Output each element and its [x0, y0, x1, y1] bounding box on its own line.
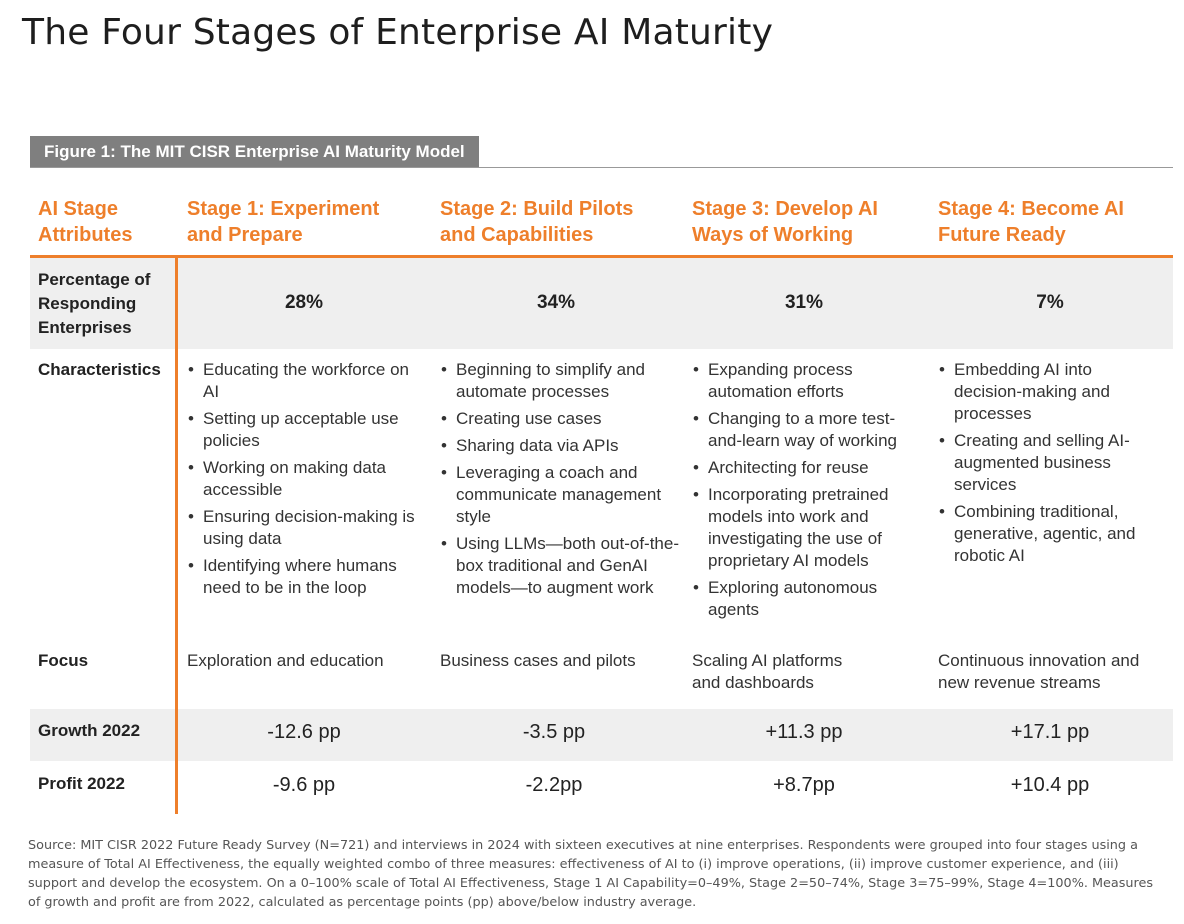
list-item: Combining traditional, generative, agent… [938, 501, 1160, 567]
header-stage-3: Stage 3: Develop AI Ways of Working [692, 198, 878, 246]
profit-stage-3: +8.7pp [773, 774, 835, 796]
source-note: Source: MIT CISR 2022 Future Ready Surve… [28, 838, 1154, 910]
row-label-profit: Profit 2022 [38, 774, 125, 793]
list-item: Setting up acceptable use policies [187, 408, 419, 452]
row-label-characteristics: Characteristics [38, 360, 161, 379]
row-label-focus: Focus [38, 651, 89, 670]
header-stage-1: Stage 1: Experiment and Prepare [187, 198, 380, 246]
list-item: Educating the workforce on AI [187, 359, 419, 403]
percentage-stage-2: 34% [536, 292, 576, 313]
header-attributes: AI Stage Attributes [38, 198, 133, 246]
page-title: The Four Stages of Enterprise AI Maturit… [22, 12, 774, 53]
focus-stage-2: Business cases and pilots [440, 651, 636, 670]
list-item: Working on making data accessible [187, 457, 419, 501]
focus-stage-3: Scaling AI platforms and dashboards [692, 651, 843, 692]
percentage-stage-1: 28% [284, 292, 324, 313]
characteristics-stage-2: Beginning to simplify and automate proce… [440, 359, 680, 604]
list-item: Identifying where humans need to be in t… [187, 555, 419, 599]
growth-stage-3: +11.3 pp [765, 721, 843, 743]
growth-stage-4: +17.1 pp [1010, 721, 1090, 743]
percentage-stage-3: 31% [784, 292, 824, 313]
list-item: Incorporating pretrained models into wor… [692, 484, 924, 572]
growth-stage-1: -12.6 pp [267, 721, 341, 743]
list-item: Leveraging a coach and communicate manag… [440, 462, 680, 528]
list-item: Exploring autonomous agents [692, 577, 924, 621]
characteristics-stage-4: Embedding AI into decision-making and pr… [938, 359, 1160, 572]
list-item: Using LLMs—both out-of-the-box tradition… [440, 533, 680, 599]
characteristics-stage-3: Expanding process automation efforts Cha… [692, 359, 924, 626]
characteristics-stage-1: Educating the workforce on AI Setting up… [187, 359, 419, 604]
header-stage-2: Stage 2: Build Pilots and Capabilities [440, 198, 634, 246]
list-item: Creating and selling AI-augmented busine… [938, 430, 1160, 496]
percentage-stage-4: 7% [1036, 292, 1064, 313]
percentage-row-band [30, 258, 1173, 349]
label-column-rule [175, 258, 178, 814]
list-item: Sharing data via APIs [440, 435, 680, 457]
list-item: Changing to a more test-and-learn way of… [692, 408, 924, 452]
list-item: Beginning to simplify and automate proce… [440, 359, 680, 403]
list-item: Architecting for reuse [692, 457, 924, 479]
profit-stage-1: -9.6 pp [272, 774, 336, 796]
row-label-growth: Growth 2022 [38, 721, 141, 740]
focus-stage-4: Continuous innovation and new revenue st… [938, 651, 1140, 692]
list-item: Ensuring decision-making is using data [187, 506, 419, 550]
list-item: Expanding process automation efforts [692, 359, 924, 403]
profit-stage-4: +10.4 pp [1010, 774, 1090, 796]
list-item: Embedding AI into decision-making and pr… [938, 359, 1160, 425]
figure-label: Figure 1: The MIT CISR Enterprise AI Mat… [30, 136, 479, 168]
growth-stage-2: -3.5 pp [522, 721, 586, 743]
growth-row-band [30, 709, 1173, 761]
profit-stage-2: -2.2pp [525, 774, 583, 796]
header-rule [30, 255, 1173, 258]
focus-stage-1: Exploration and education [187, 651, 384, 670]
header-stage-4: Stage 4: Become AI Future Ready [938, 198, 1124, 246]
list-item: Creating use cases [440, 408, 680, 430]
row-label-percentage: Percentage of Responding Enterprises [38, 270, 151, 337]
figure-rule [30, 167, 1173, 168]
